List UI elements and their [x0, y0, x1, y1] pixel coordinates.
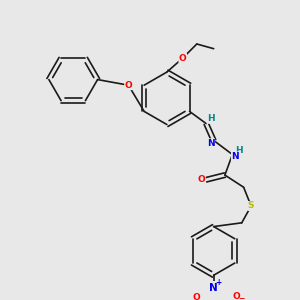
Text: S: S [248, 202, 254, 211]
Text: N: N [207, 139, 215, 148]
Text: +: + [215, 278, 221, 287]
Text: O: O [179, 53, 187, 62]
Text: N: N [209, 284, 218, 293]
Text: O: O [124, 81, 132, 90]
Text: H: H [235, 146, 243, 155]
Text: O: O [232, 292, 240, 300]
Text: H: H [207, 114, 215, 123]
Text: −: − [238, 294, 245, 300]
Text: O: O [192, 293, 200, 300]
Text: N: N [231, 152, 239, 161]
Text: O: O [198, 175, 206, 184]
